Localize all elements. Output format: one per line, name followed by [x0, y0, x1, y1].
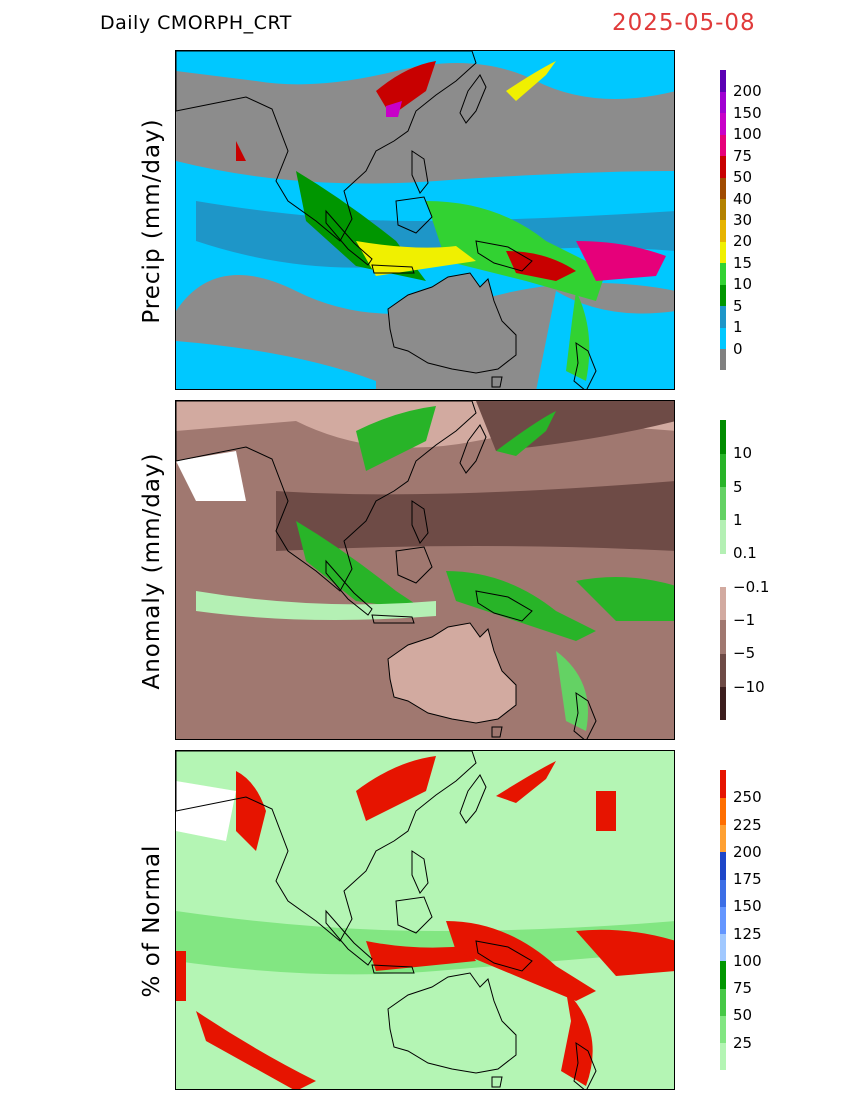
panel-label-anomaly: Anomaly (mm/day) [139, 452, 165, 690]
colorbar-label: −10 [733, 677, 765, 696]
colorbar-swatch [720, 933, 726, 962]
colorbar-swatch [720, 879, 726, 907]
colorbar-label: 150 [733, 103, 762, 122]
colorbar-swatch [720, 348, 726, 371]
colorbar-swatch [720, 284, 726, 307]
colorbar-swatch [720, 960, 726, 989]
colorbar-label: 40 [733, 189, 753, 208]
colorbar-swatch [720, 520, 726, 554]
colorbar-swatch [720, 586, 726, 621]
chart-date: 2025-05-08 [612, 10, 756, 36]
map-anomaly [175, 400, 675, 740]
colorbar-anomaly [720, 420, 726, 721]
colorbar-swatch [720, 70, 726, 92]
colorbar-swatch [720, 420, 726, 454]
colorbar-label: 225 [733, 815, 762, 834]
colorbar-label: 1 [733, 318, 743, 337]
colorbar-label: 150 [733, 897, 762, 916]
colorbar-label: 100 [733, 125, 762, 144]
colorbar-swatch [720, 220, 726, 242]
colorbar-label: −1 [733, 611, 756, 629]
colorbar-label: 50 [733, 1006, 753, 1025]
colorbar-label: 250 [733, 788, 762, 807]
colorbar-label: 50 [733, 168, 753, 187]
panel-label-precip: Precip (mm/day) [139, 118, 165, 324]
colorbar-label: −5 [733, 644, 756, 663]
colorbar-swatch [720, 241, 726, 264]
colorbar-label: 75 [733, 979, 753, 998]
colorbar-label: 25 [733, 1033, 753, 1052]
colorbar-label: 30 [733, 211, 753, 229]
colorbar-swatch [720, 906, 726, 935]
colorbar-label: −0.1 [733, 577, 770, 596]
colorbar-label: 15 [733, 253, 753, 272]
colorbar-label: 0 [733, 339, 743, 358]
colorbar-label: 100 [733, 951, 762, 970]
colorbar-swatch [720, 198, 726, 221]
map-precip [175, 50, 675, 390]
colorbar-label: 200 [733, 82, 762, 101]
colorbar-swatch [720, 262, 726, 285]
colorbar-precip [720, 70, 726, 371]
colorbar-label: 125 [733, 924, 762, 943]
panel-label-percent: % of Normal [139, 844, 165, 998]
colorbar-swatch [720, 91, 726, 114]
colorbar-label: 175 [733, 870, 762, 889]
colorbar-swatch [720, 177, 726, 200]
colorbar-swatch [720, 486, 726, 521]
colorbar-swatch [720, 620, 726, 654]
colorbar-swatch [720, 988, 726, 1016]
colorbar-swatch [720, 134, 726, 157]
colorbar-swatch [720, 770, 726, 798]
colorbar-percent [720, 770, 726, 1071]
colorbar-swatch [720, 653, 726, 688]
colorbar-swatch [720, 553, 726, 588]
colorbar-label: 10 [733, 275, 753, 294]
colorbar-label: 5 [733, 296, 743, 315]
colorbar-swatch [720, 453, 726, 488]
colorbar-label: 20 [733, 232, 753, 251]
map-percent [175, 750, 675, 1090]
colorbar-swatch [720, 824, 726, 853]
colorbar-swatch [720, 797, 726, 826]
colorbar-swatch [720, 305, 726, 328]
colorbar-label: 5 [733, 477, 743, 496]
colorbar-label: 200 [733, 842, 762, 861]
colorbar-swatch [720, 1042, 726, 1071]
colorbar-label: 10 [733, 444, 753, 463]
colorbar-swatch [720, 155, 726, 178]
colorbar-swatch [720, 327, 726, 350]
colorbar-label: 1 [733, 511, 743, 529]
colorbar-swatch [720, 851, 726, 880]
colorbar-label: 0.1 [733, 544, 757, 563]
chart-title: Daily CMORPH_CRT [100, 12, 292, 34]
colorbar-swatch [720, 1015, 726, 1044]
colorbar-label: 75 [733, 146, 753, 165]
colorbar-swatch [720, 686, 726, 721]
colorbar-swatch [720, 112, 726, 135]
